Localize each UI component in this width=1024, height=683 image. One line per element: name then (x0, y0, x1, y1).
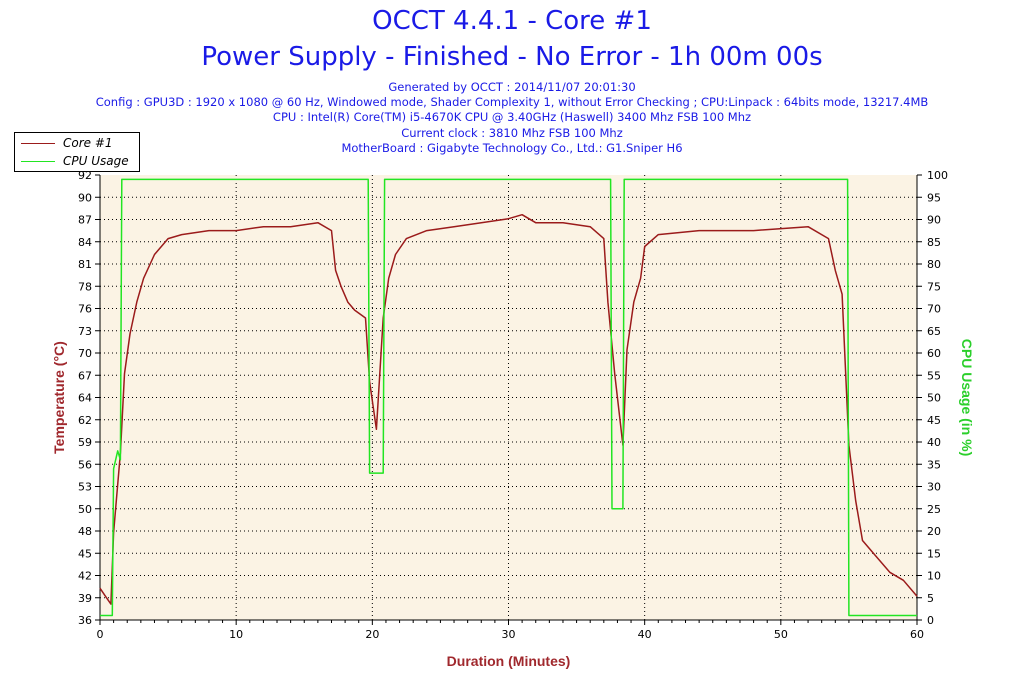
y-right-tick-label: 0 (927, 614, 934, 627)
y-left-tick-label: 78 (78, 280, 92, 293)
series-line-cpu-usage (100, 178, 917, 617)
y-right-tick-label: 60 (927, 347, 941, 360)
x-tick-label: 50 (774, 628, 788, 641)
grid-lines (100, 175, 917, 620)
chart-legend: Core #1 CPU Usage (14, 132, 140, 172)
info-config: Config : GPU3D : 1920 x 1080 @ 60 Hz, Wi… (95, 95, 929, 109)
info-clock: Current clock : 3810 Mhz FSB 100 Mhz (401, 126, 623, 140)
y-right-tick-label: 95 (927, 191, 941, 204)
x-tick-label: 0 (97, 628, 104, 641)
y-right-tick-label: 45 (927, 414, 941, 427)
x-axis-label: Duration (Minutes) (447, 653, 571, 669)
y-right-tick-label: 20 (927, 525, 941, 538)
axes: 0 10 20 30 40 50 60363942454850535659626467707… (78, 169, 948, 641)
info-motherboard: MotherBoard : Gigabyte Technology Co., L… (341, 141, 683, 155)
legend-label-cpu: CPU Usage (63, 154, 129, 168)
y-left-tick-label: 90 (78, 191, 92, 204)
series-line-core (99, 213, 918, 605)
y-left-tick-label: 76 (78, 303, 92, 316)
y-right-tick-label: 75 (927, 280, 941, 293)
chart-subtitle: Power Supply - Finished - No Error - 1h … (201, 42, 823, 72)
y-left-tick-label: 53 (78, 481, 92, 494)
series-group (99, 178, 918, 617)
legend-swatch-core (21, 143, 55, 144)
y-right-tick-label: 85 (927, 236, 941, 249)
y-right-tick-label: 5 (927, 592, 934, 605)
y-right-tick-label: 90 (927, 214, 941, 227)
x-tick-label: 30 (502, 628, 516, 641)
y-right-tick-label: 50 (927, 392, 941, 405)
x-tick-label: 40 (638, 628, 652, 641)
y-left-tick-label: 59 (78, 436, 92, 449)
info-cpu: CPU : Intel(R) Core(TM) i5-4670K CPU @ 3… (272, 110, 752, 124)
y-left-tick-label: 70 (78, 347, 92, 360)
y-left-tick-label: 64 (78, 392, 92, 405)
legend-swatch-cpu (21, 161, 55, 162)
y-right-tick-label: 40 (927, 436, 941, 449)
x-tick-label: 60 (910, 628, 924, 641)
y-left-tick-label: 39 (78, 592, 92, 605)
y-right-tick-label: 15 (927, 547, 941, 560)
x-tick-label: 10 (229, 628, 243, 641)
y-left-tick-label: 48 (78, 525, 92, 538)
y-left-tick-label: 73 (78, 325, 92, 338)
x-tick-label: 20 (365, 628, 379, 641)
y-left-tick-label: 92 (78, 169, 92, 182)
y-left-tick-label: 56 (78, 458, 92, 471)
y-right-tick-label: 55 (927, 369, 941, 382)
y-right-tick-label: 70 (927, 303, 941, 316)
y-left-tick-label: 62 (78, 414, 92, 427)
y-right-tick-label: 30 (927, 481, 941, 494)
y-right-tick-label: 100 (927, 169, 948, 182)
legend-entry-core: Core #1 (15, 135, 139, 151)
y-left-tick-label: 42 (78, 570, 92, 583)
chart-title: OCCT 4.4.1 - Core #1 (372, 6, 652, 36)
y-left-tick-label: 87 (78, 214, 92, 227)
y-right-tick-label: 10 (927, 570, 941, 583)
y-left-tick-label: 45 (78, 547, 92, 560)
y-left-tick-label: 67 (78, 369, 92, 382)
y-right-tick-label: 25 (927, 503, 941, 516)
y-right-tick-label: 65 (927, 325, 941, 338)
y-right-tick-label: 35 (927, 458, 941, 471)
legend-entry-cpu: CPU Usage (15, 153, 139, 169)
y-right-tick-label: 80 (927, 258, 941, 271)
y-left-tick-label: 36 (78, 614, 92, 627)
y-left-tick-label: 81 (78, 258, 92, 271)
y-axis-label-left: Temperature (°C) (51, 341, 67, 454)
y-left-tick-label: 50 (78, 503, 92, 516)
y-left-tick-label: 84 (78, 236, 92, 249)
legend-label-core: Core #1 (63, 136, 113, 150)
y-axis-label-right: CPU Usage (in %) (959, 339, 975, 456)
info-generated: Generated by OCCT : 2014/11/07 20:01:30 (388, 80, 636, 94)
